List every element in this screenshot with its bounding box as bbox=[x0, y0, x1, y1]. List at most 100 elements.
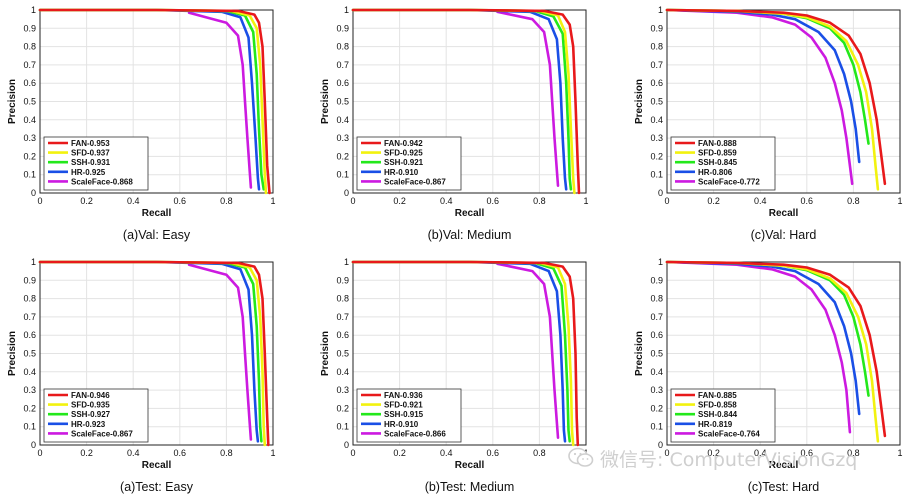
y-tick-label: 0 bbox=[658, 440, 663, 450]
x-tick-label: 0.6 bbox=[174, 196, 187, 206]
y-tick-label: 0.7 bbox=[336, 312, 349, 322]
x-tick-label: 0.4 bbox=[127, 196, 140, 206]
series-line-1 bbox=[665, 8, 887, 186]
y-tick-label: 0.3 bbox=[23, 133, 36, 143]
y-tick-label: 0.1 bbox=[23, 170, 36, 180]
y-tick-label: 0.7 bbox=[336, 60, 349, 70]
y-tick-label: 0.4 bbox=[23, 367, 36, 377]
y-tick-label: 0.8 bbox=[336, 294, 349, 304]
y-tick-label: 0.5 bbox=[650, 97, 663, 107]
legend-label: ScaleFace-0.764 bbox=[698, 429, 760, 438]
series-line-1 bbox=[665, 260, 887, 438]
y-tick-label: 0.6 bbox=[650, 330, 663, 340]
y-tick-label: 0.1 bbox=[650, 170, 663, 180]
y-tick-label: 0.5 bbox=[336, 97, 349, 107]
legend-label: ScaleFace-0.867 bbox=[71, 429, 133, 438]
y-tick-label: 0.6 bbox=[650, 78, 663, 88]
legend-label: HR-0.925 bbox=[71, 168, 106, 177]
x-tick-label: 1 bbox=[270, 196, 275, 206]
axes-box bbox=[666, 261, 901, 446]
x-tick-label: 0.4 bbox=[127, 448, 140, 458]
y-tick-label: 0.3 bbox=[650, 385, 663, 395]
y-tick-label: 0.9 bbox=[336, 275, 349, 285]
chart-caption: (c)Test: Hard bbox=[748, 480, 820, 494]
y-tick-label: 1 bbox=[344, 257, 349, 267]
chart-panel-5: 0 0.2 0.4 0.6 0.8 1 0 0.1 0.2 0.3 0.4 0.5 0.6 0.7 0.8 0… bbox=[320, 257, 589, 494]
legend-label: ScaleFace-0.772 bbox=[698, 177, 760, 186]
y-tick-label: 0.7 bbox=[23, 312, 36, 322]
y-tick-label: 0.7 bbox=[23, 60, 36, 70]
y-tick-label: 0.8 bbox=[23, 294, 36, 304]
y-tick-label: 0.8 bbox=[650, 294, 663, 304]
legend-label: SFD-0.859 bbox=[698, 149, 737, 158]
y-tick-label: 0.6 bbox=[336, 330, 349, 340]
legend-label: SFD-0.935 bbox=[71, 401, 110, 410]
x-tick-label: 1 bbox=[897, 448, 902, 458]
legend-label: SSH-0.931 bbox=[71, 158, 111, 167]
x-tick-label: 0 bbox=[350, 448, 355, 458]
y-tick-label: 0.9 bbox=[336, 23, 349, 33]
y-tick-label: 0.8 bbox=[650, 42, 663, 52]
y-tick-label: 0.8 bbox=[336, 42, 349, 52]
legend-label: SSH-0.844 bbox=[698, 410, 738, 419]
chart-panel-1: 0 0.2 0.4 0.6 0.8 1 0 0.1 0.2 0.3 0.4 0.5 0.6 0.7 0.8 0… bbox=[7, 5, 276, 242]
y-tick-label: 0.9 bbox=[23, 275, 36, 285]
x-tick-label: 0.6 bbox=[801, 448, 814, 458]
y-tick-label: 0 bbox=[344, 188, 349, 198]
x-tick-label: 0.4 bbox=[440, 196, 453, 206]
series-line-1 bbox=[351, 8, 581, 195]
legend-label: FAN-0.888 bbox=[698, 139, 737, 148]
legend-label: SSH-0.845 bbox=[698, 158, 738, 167]
y-tick-label: 1 bbox=[31, 5, 36, 15]
watermark: 微信号: ComputerVisionGzq bbox=[568, 444, 898, 472]
x-tick-label: 0.4 bbox=[440, 448, 453, 458]
y-tick-label: 0.6 bbox=[336, 78, 349, 88]
y-tick-label: 0.2 bbox=[650, 403, 663, 413]
x-tick-label: 0 bbox=[37, 448, 42, 458]
series-line-1 bbox=[38, 8, 271, 195]
chart-caption: (b)Test: Medium bbox=[425, 480, 515, 494]
y-tick-label: 0 bbox=[31, 188, 36, 198]
series-line-5 bbox=[496, 262, 560, 439]
x-axis-label: Recall bbox=[142, 208, 172, 219]
y-tick-label: 0.4 bbox=[336, 367, 349, 377]
x-axis-label: Recall bbox=[769, 460, 799, 471]
x-tick-label: 0.2 bbox=[393, 196, 406, 206]
series-line-5 bbox=[187, 263, 253, 441]
x-tick-label: 0.4 bbox=[754, 448, 767, 458]
y-tick-label: 0.3 bbox=[336, 385, 349, 395]
y-tick-label: 0.4 bbox=[336, 115, 349, 125]
wechat-icon bbox=[568, 447, 594, 467]
series-line-1 bbox=[351, 260, 580, 447]
y-tick-label: 0.5 bbox=[650, 349, 663, 359]
y-tick-label: 0 bbox=[31, 440, 36, 450]
x-tick-label: 0 bbox=[350, 196, 355, 206]
y-tick-label: 0.3 bbox=[650, 133, 663, 143]
y-tick-label: 0.7 bbox=[650, 60, 663, 70]
x-tick-label: 0.8 bbox=[220, 196, 233, 206]
chart-caption: (b)Val: Medium bbox=[428, 228, 512, 242]
x-tick-label: 0.6 bbox=[801, 196, 814, 206]
legend-label: FAN-0.946 bbox=[71, 391, 110, 400]
legend-label: ScaleFace-0.867 bbox=[384, 177, 446, 186]
x-tick-label: 0.8 bbox=[533, 448, 546, 458]
y-tick-label: 0.2 bbox=[336, 151, 349, 161]
y-axis-label: Precision bbox=[7, 79, 18, 124]
y-tick-label: 0.9 bbox=[650, 275, 663, 285]
x-tick-label: 0 bbox=[37, 196, 42, 206]
y-tick-label: 0.4 bbox=[650, 367, 663, 377]
legend-label: SSH-0.927 bbox=[71, 410, 111, 419]
x-tick-label: 0.2 bbox=[707, 448, 720, 458]
y-axis-label: Precision bbox=[634, 331, 645, 376]
y-tick-label: 0.1 bbox=[336, 170, 349, 180]
y-tick-label: 0.5 bbox=[336, 349, 349, 359]
legend-label: HR-0.910 bbox=[384, 420, 419, 429]
y-tick-label: 1 bbox=[658, 257, 663, 267]
legend-label: FAN-0.936 bbox=[384, 391, 423, 400]
y-tick-label: 0.2 bbox=[650, 151, 663, 161]
legend-label: FAN-0.885 bbox=[698, 391, 737, 400]
chart-panel-6: 0 0.2 0.4 0.6 0.8 1 0 0.1 0.2 0.3 0.4 0.5 0.6 0.7 0.8 0… bbox=[634, 257, 903, 494]
x-axis-label: Recall bbox=[769, 208, 799, 219]
y-tick-label: 1 bbox=[31, 257, 36, 267]
